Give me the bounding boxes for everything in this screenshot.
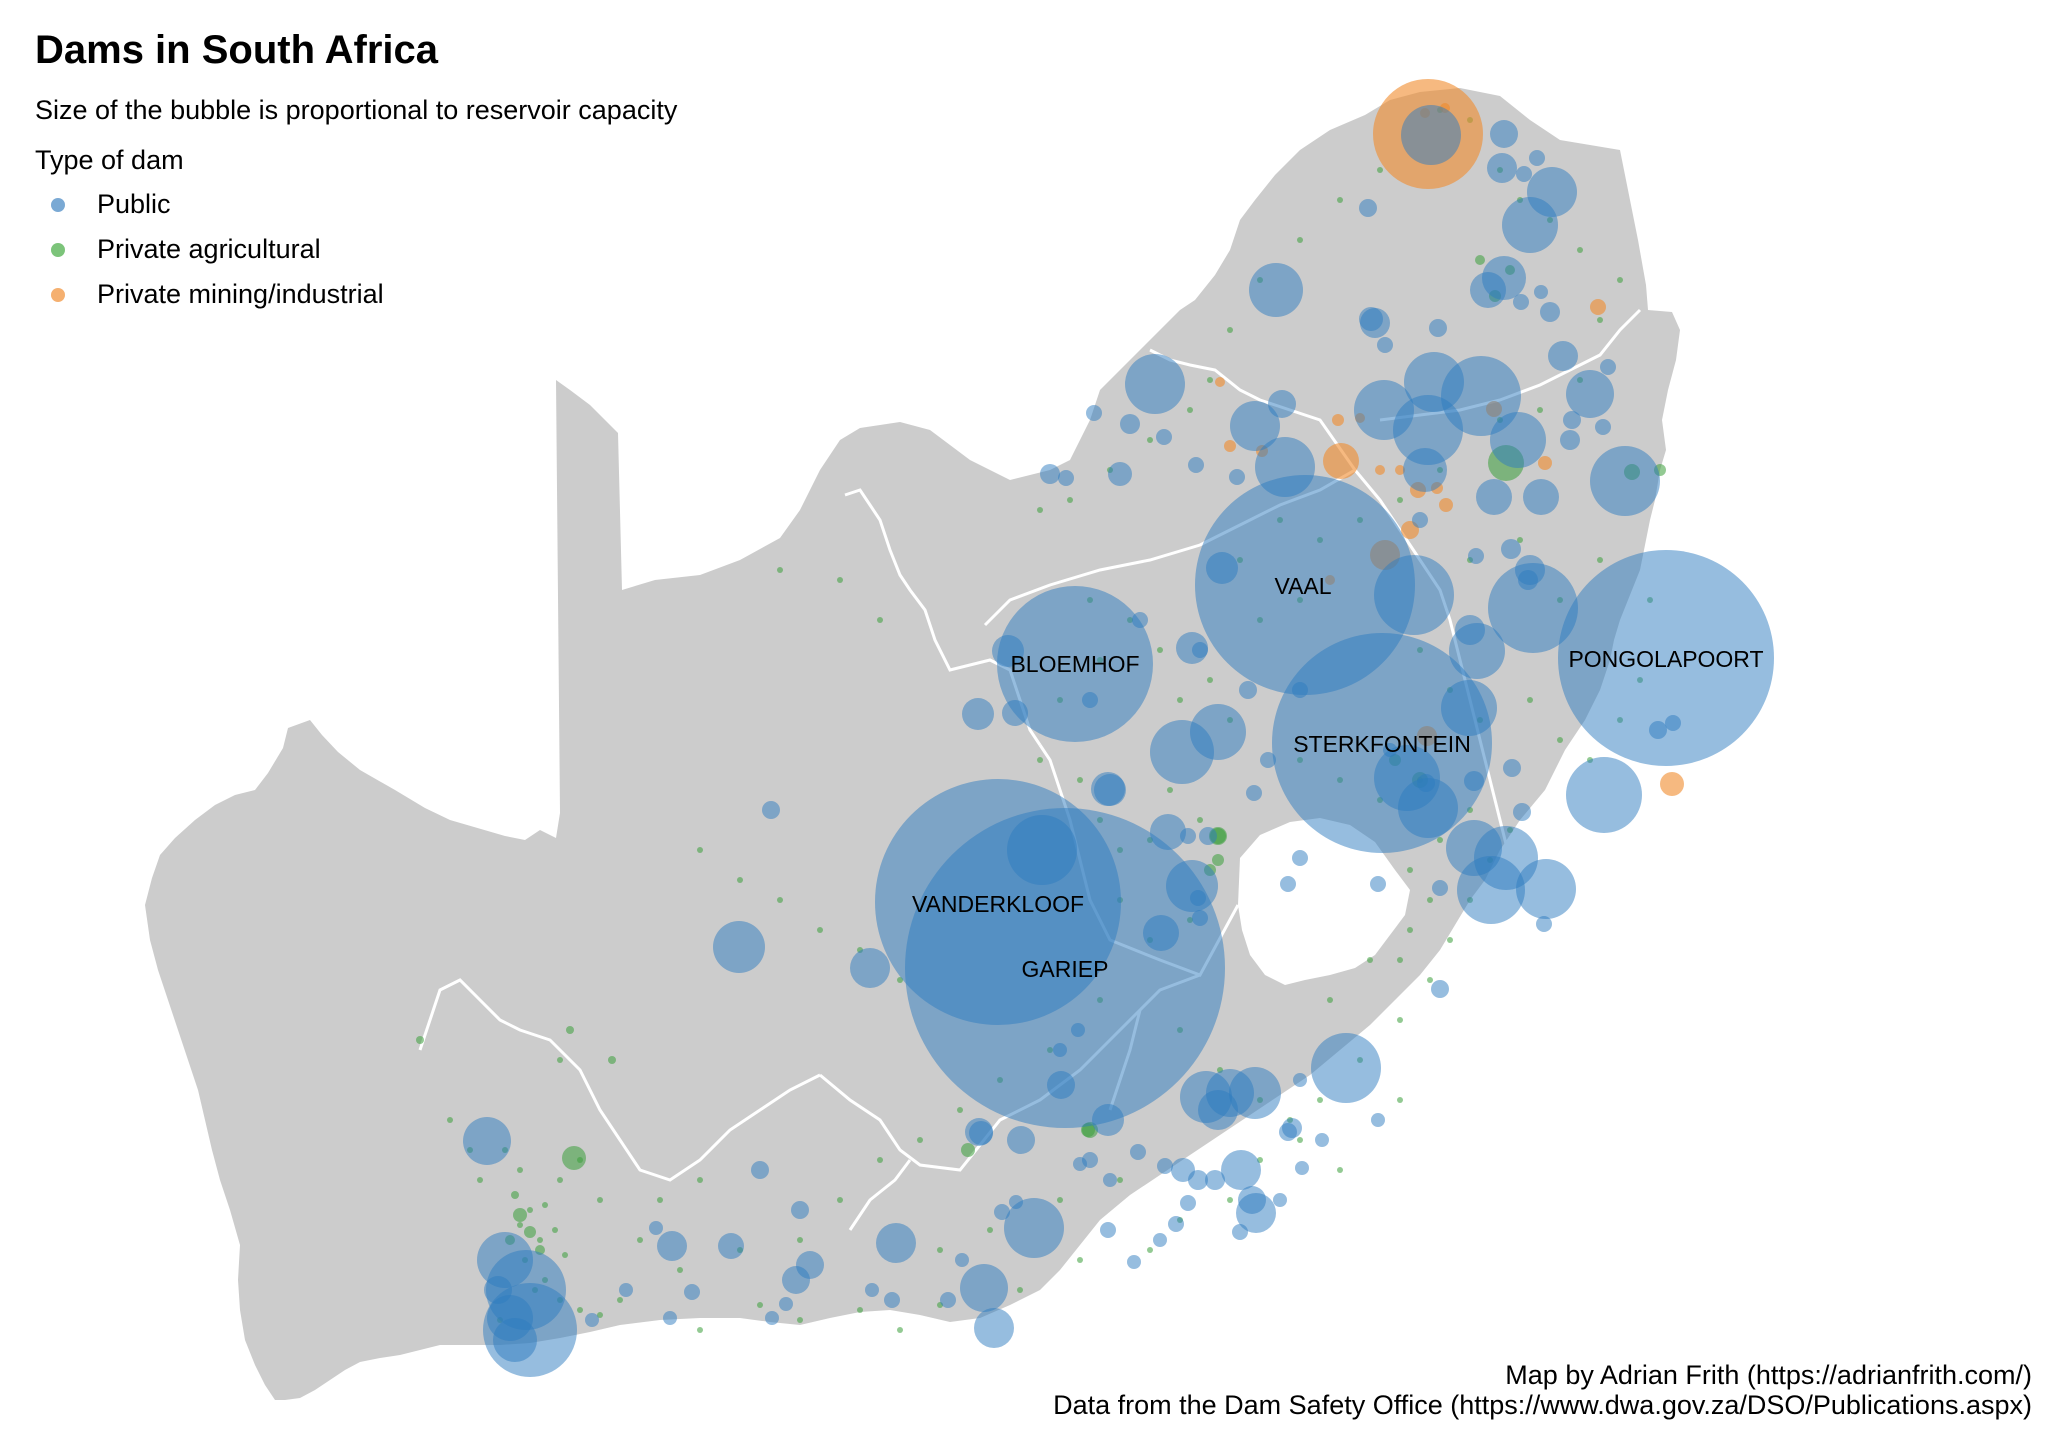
dam-label-vanderkloof: VANDERKLOOF bbox=[912, 891, 1084, 917]
legend-dot-agricultural bbox=[51, 242, 65, 257]
lesotho bbox=[1238, 818, 1410, 985]
public-dams bbox=[463, 105, 1774, 1377]
land-mass bbox=[145, 88, 1680, 1400]
dam-label-gariep: GARIEP bbox=[1022, 956, 1109, 982]
credit-data-source: Data from the Dam Safety Office (https:/… bbox=[1053, 1390, 2032, 1420]
dam-label-sterkfontein: STERKFONTEIN bbox=[1293, 731, 1471, 757]
dam-label-pongolapoort: PONGOLAPOORT bbox=[1568, 646, 1763, 672]
map-credits: Map by Adrian Frith (https://adrianfrith… bbox=[1053, 1360, 2032, 1420]
dam-label-bloemhof: BLOEMHOF bbox=[1010, 651, 1139, 677]
map-title: Dams in South Africa bbox=[35, 28, 439, 72]
legend-item-public: Public bbox=[35, 182, 384, 227]
legend-item-agricultural: Private agricultural bbox=[35, 227, 384, 272]
map-subtitle: Size of the bubble is proportional to re… bbox=[35, 95, 678, 125]
legend-label-public: Public bbox=[97, 189, 171, 219]
dam-label-vaal: VAAL bbox=[1274, 573, 1331, 599]
legend-item-mining: Private mining/industrial bbox=[35, 272, 384, 317]
legend-label-mining: Private mining/industrial bbox=[97, 279, 384, 309]
legend: Type of dam Public Private agricultural … bbox=[35, 145, 384, 317]
legend-title: Type of dam bbox=[35, 145, 184, 175]
legend-dot-mining bbox=[51, 287, 65, 302]
legend-label-agricultural: Private agricultural bbox=[97, 234, 321, 264]
legend-dot-public bbox=[51, 197, 65, 212]
credit-author: Map by Adrian Frith (https://adrianfrith… bbox=[1505, 1360, 2032, 1390]
